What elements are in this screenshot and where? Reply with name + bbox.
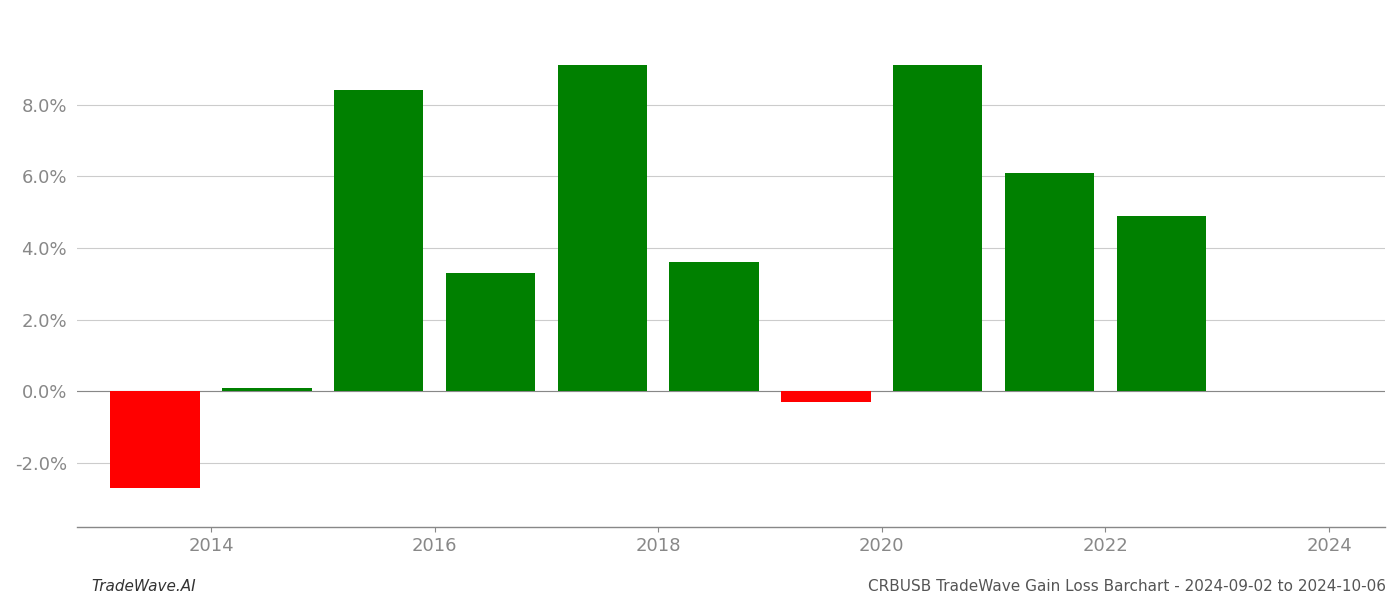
Bar bbox=[335, 90, 423, 391]
Bar bbox=[445, 273, 535, 391]
Bar bbox=[1005, 173, 1095, 391]
Bar bbox=[893, 65, 983, 391]
Bar bbox=[1117, 215, 1207, 391]
Bar bbox=[223, 388, 312, 391]
Bar bbox=[111, 391, 200, 488]
Bar bbox=[557, 65, 647, 391]
Text: TradeWave.AI: TradeWave.AI bbox=[91, 579, 196, 594]
Bar bbox=[669, 262, 759, 391]
Text: CRBUSB TradeWave Gain Loss Barchart - 2024-09-02 to 2024-10-06: CRBUSB TradeWave Gain Loss Barchart - 20… bbox=[868, 579, 1386, 594]
Bar bbox=[781, 391, 871, 402]
